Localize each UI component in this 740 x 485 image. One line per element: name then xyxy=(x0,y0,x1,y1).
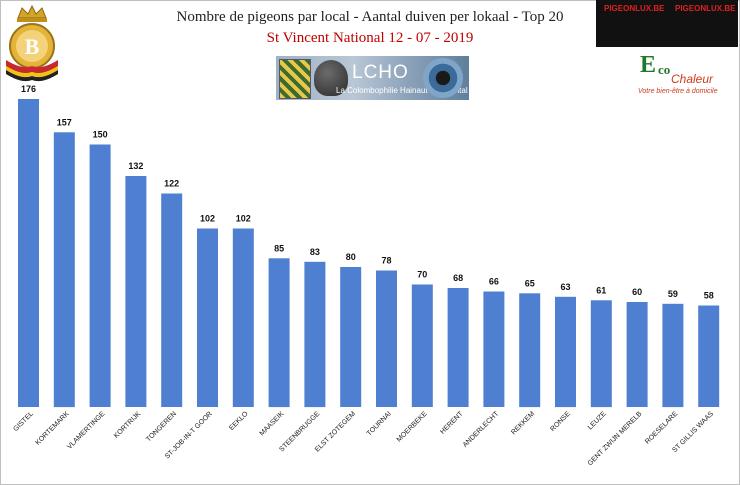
bar-19 xyxy=(698,305,720,407)
bar-5 xyxy=(197,228,218,407)
data-label-10: 78 xyxy=(381,256,391,266)
svg-text:B: B xyxy=(25,34,40,59)
lcho-subtitle: La Colombophilie Hainaut Occidental xyxy=(336,86,468,95)
data-label-17: 60 xyxy=(632,287,642,297)
data-label-0: 176 xyxy=(21,84,36,94)
x-tick-label-14: REKKEM xyxy=(510,410,536,436)
lcho-banner: LCHO La Colombophilie Hainaut Occidental xyxy=(276,56,469,100)
x-tick-label-19: ST GILLIS WAAS xyxy=(671,410,715,454)
x-tick-label-11: MOERBEKE xyxy=(396,410,429,443)
bar-7 xyxy=(268,258,290,408)
bar-9 xyxy=(340,267,362,407)
x-tick-label-2: VLAMERTINGE xyxy=(66,410,107,451)
x-tick-label-4: TONGEREN xyxy=(145,410,178,443)
pigeonlux-ad[interactable]: PIGEONLUX.BE PIGEONLUX.BE xyxy=(596,0,738,47)
x-tick-label-16: LEUZE xyxy=(587,410,608,431)
bar-15 xyxy=(555,296,576,408)
data-label-14: 65 xyxy=(525,278,535,288)
eco-co: co xyxy=(658,62,671,77)
bar-13 xyxy=(483,291,505,407)
data-label-8: 83 xyxy=(310,247,320,257)
eco-e: E xyxy=(640,52,657,78)
x-tick-label-0: GISTEL xyxy=(12,410,35,433)
bar-1 xyxy=(53,132,75,408)
x-tick-label-3: KORTRIJK xyxy=(113,410,143,440)
x-tick-label-18: ROESELARE xyxy=(644,410,679,445)
bar-18 xyxy=(662,303,684,408)
x-tick-label-12: HERENT xyxy=(439,410,465,436)
data-label-2: 150 xyxy=(93,130,108,140)
eco-tagline: Votre bien-être à domicile xyxy=(638,88,718,95)
lcho-name: LCHO xyxy=(352,62,409,83)
bar-8 xyxy=(304,261,326,408)
data-label-19: 58 xyxy=(704,291,714,301)
data-label-11: 70 xyxy=(417,270,427,280)
chart-subtitle: St Vincent National 12 - 07 - 2019 xyxy=(266,30,474,46)
ecochaleur-logo: E co Chaleur Votre bien-être à domicile xyxy=(636,52,738,98)
bar-16 xyxy=(590,300,612,408)
pigeon-eye-icon xyxy=(423,58,463,98)
bar-11 xyxy=(411,284,433,407)
bar-10 xyxy=(376,270,397,407)
data-label-6: 102 xyxy=(236,214,251,224)
x-tick-label-10: TOURNAI xyxy=(366,410,393,437)
data-label-12: 68 xyxy=(453,273,463,283)
eco-chaleur: Chaleur xyxy=(671,72,714,86)
crest-icon xyxy=(279,59,311,99)
bar-4 xyxy=(161,193,183,407)
bar-14 xyxy=(519,293,541,408)
data-label-18: 59 xyxy=(668,289,678,299)
x-tick-label-15: RONSE xyxy=(549,410,572,433)
x-tick-label-1: KORTEMARK xyxy=(34,410,70,446)
ad-brand-right: PIGEONLUX.BE xyxy=(675,4,736,13)
data-label-1: 157 xyxy=(57,117,72,127)
bar-6 xyxy=(232,228,254,407)
chart-title: Nombre de pigeons par local - Aantal dui… xyxy=(176,9,564,25)
data-label-16: 61 xyxy=(596,285,606,295)
bar-0 xyxy=(18,99,39,407)
data-label-7: 85 xyxy=(274,243,284,253)
pigeon-icon xyxy=(314,60,348,96)
x-tick-label-9: ELST ZOTEGEM xyxy=(314,410,357,453)
data-label-5: 102 xyxy=(200,214,215,224)
data-label-9: 80 xyxy=(346,252,356,262)
ad-brand-left: PIGEONLUX.BE xyxy=(604,4,665,13)
data-label-13: 66 xyxy=(489,277,499,287)
data-label-15: 63 xyxy=(560,282,570,292)
x-tick-label-13: ANDERLECHT xyxy=(462,410,501,449)
data-label-3: 132 xyxy=(128,161,143,171)
x-tick-label-6: EEKLO xyxy=(228,410,250,432)
bar-12 xyxy=(447,288,469,407)
bar-17 xyxy=(626,302,648,407)
data-label-4: 122 xyxy=(164,179,179,189)
bar-3 xyxy=(125,176,147,407)
belgian-federation-logo: B xyxy=(2,4,62,86)
x-tick-label-7: MAASEIK xyxy=(259,410,286,437)
bar-2 xyxy=(89,144,111,407)
